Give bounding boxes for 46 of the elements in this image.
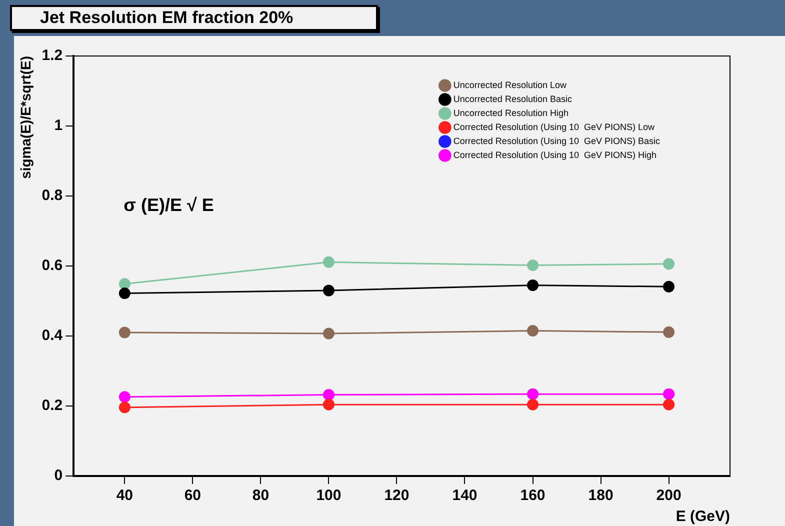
y-tick-label: 0.4 — [42, 327, 64, 344]
point — [118, 288, 130, 300]
legend-label: Uncorrected Resolution High — [453, 108, 568, 118]
x-tick-label: 120 — [384, 487, 410, 504]
point — [322, 284, 334, 296]
point — [527, 325, 539, 336]
point — [322, 389, 334, 401]
point — [118, 278, 130, 290]
y-tick-label: 0.6 — [42, 257, 63, 274]
point — [322, 398, 334, 410]
point — [118, 402, 130, 414]
point — [527, 398, 539, 410]
y-tick-label: 0 — [54, 467, 63, 484]
point — [527, 280, 539, 291]
legend-label: Uncorrected Resolution Low — [453, 80, 567, 90]
point — [322, 328, 334, 340]
legend-label: Uncorrected Resolution Basic — [453, 94, 572, 104]
point — [322, 256, 334, 268]
point — [527, 260, 539, 272]
point — [663, 280, 675, 292]
x-tick-label: 200 — [656, 487, 682, 504]
annotation: σ (E)/E √ E — [124, 194, 214, 215]
point — [527, 388, 539, 400]
x-tick-label: 180 — [588, 487, 614, 504]
point — [118, 326, 130, 338]
y-tick-label: 0.2 — [42, 397, 63, 414]
x-tick-label: 40 — [116, 487, 134, 504]
x-axis-title: E (GeV) — [676, 508, 730, 526]
y-tick-label: 0.8 — [42, 187, 63, 204]
y-tick-label: 1.2 — [42, 47, 63, 64]
x-tick-label: 140 — [452, 487, 478, 504]
legend-label: Corrected Resolution (Using 10 GeV PIONS) Basic — [453, 136, 660, 146]
y-tick-label: 1 — [54, 117, 63, 134]
x-tick-label: 100 — [316, 487, 342, 504]
x-tick-label: 160 — [520, 487, 546, 504]
legend-label: Corrected Resolution (Using 10 GeV PIONS) Low — [453, 122, 656, 132]
point — [663, 326, 675, 338]
x-tick-label: 60 — [184, 487, 202, 504]
x-tick-label: 80 — [252, 487, 270, 504]
legend-label: Corrected Resolution (Using 10 GeV PIONS) High — [453, 150, 657, 160]
point — [663, 258, 675, 270]
chart-title: Jet Resolution EM fraction 20% — [10, 5, 378, 31]
y-axis-title: sigma(E)/E*sqrt(E) — [17, 56, 34, 179]
point — [663, 388, 675, 400]
point — [118, 391, 130, 403]
point — [663, 398, 675, 410]
